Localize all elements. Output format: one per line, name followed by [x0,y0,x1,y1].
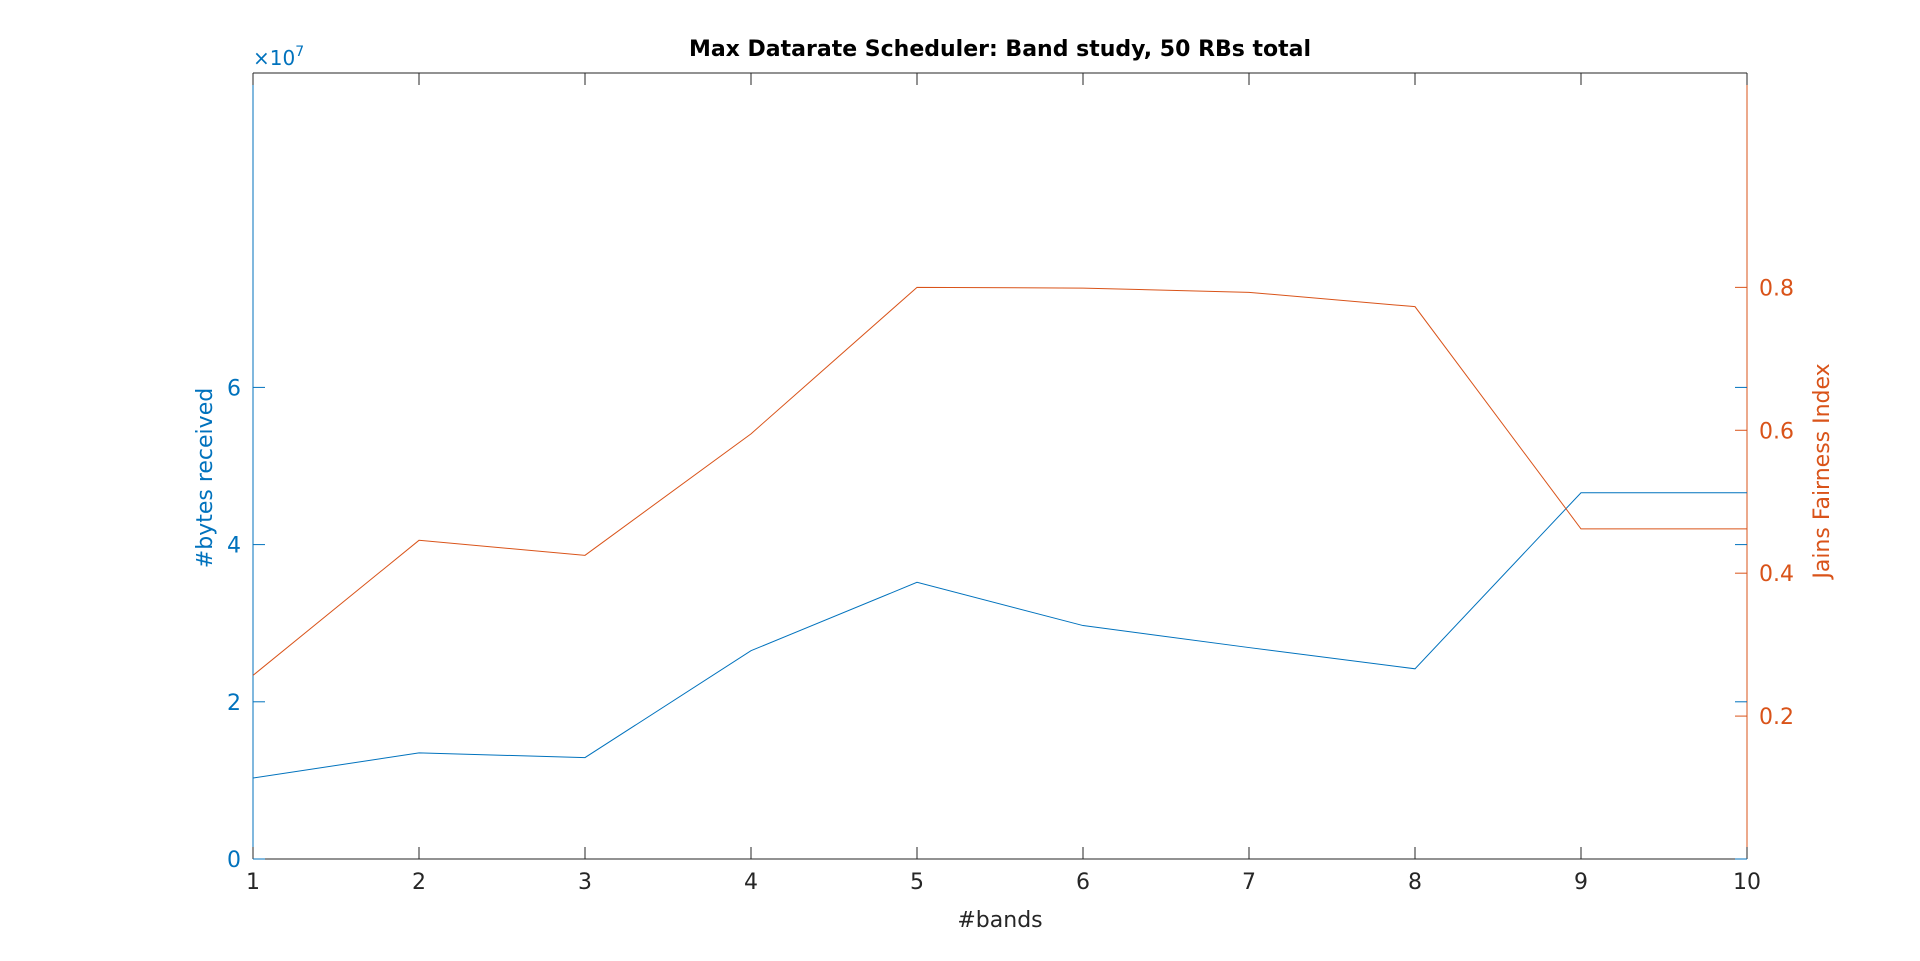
x-tick-label: 9 [1574,870,1588,895]
right-axis-label: Jains Fairness Index [1810,363,1835,580]
chart-title: Max Datarate Scheduler: Band study, 50 R… [689,37,1311,62]
x-tick-label: 6 [1076,870,1090,895]
x-tick-label: 10 [1733,870,1761,895]
left-axis-label: #bytes received [193,388,218,568]
bytes-received-line [252,492,1747,779]
x-tick-label: 2 [412,870,426,895]
right-tick-label: 0.6 [1759,419,1794,444]
right-tick-label: 0.2 [1759,705,1794,730]
left-tick-label: 2 [227,691,241,716]
x-tick-label: 1 [246,870,260,895]
exponent-power: 7 [295,44,304,60]
series-layer [252,286,1747,779]
right-tick-label: 0.4 [1759,562,1794,587]
x-axis-ticks: 1 2 3 4 5 6 7 8 9 10 [246,73,1761,895]
x-tick-label: 3 [578,870,592,895]
x-axis-label: #bands [957,908,1042,933]
left-axis-exponent: ×107 [253,44,304,70]
right-axis-ticks: 0.2 0.4 0.6 0.8 [1735,276,1794,730]
exponent-base: ×10 [253,46,295,70]
left-tick-label: 6 [227,376,241,401]
x-tick-label: 7 [1242,870,1256,895]
left-tick-label: 0 [227,848,241,873]
right-tick-label: 0.8 [1759,276,1794,301]
left-axis-ticks: 0 2 4 6 [227,376,1747,873]
x-tick-label: 5 [910,870,924,895]
x-tick-label: 8 [1408,870,1422,895]
fairness-index-line [252,286,1747,676]
left-tick-label: 4 [227,534,241,559]
plot-frame [252,72,1748,860]
x-tick-label: 4 [744,870,758,895]
